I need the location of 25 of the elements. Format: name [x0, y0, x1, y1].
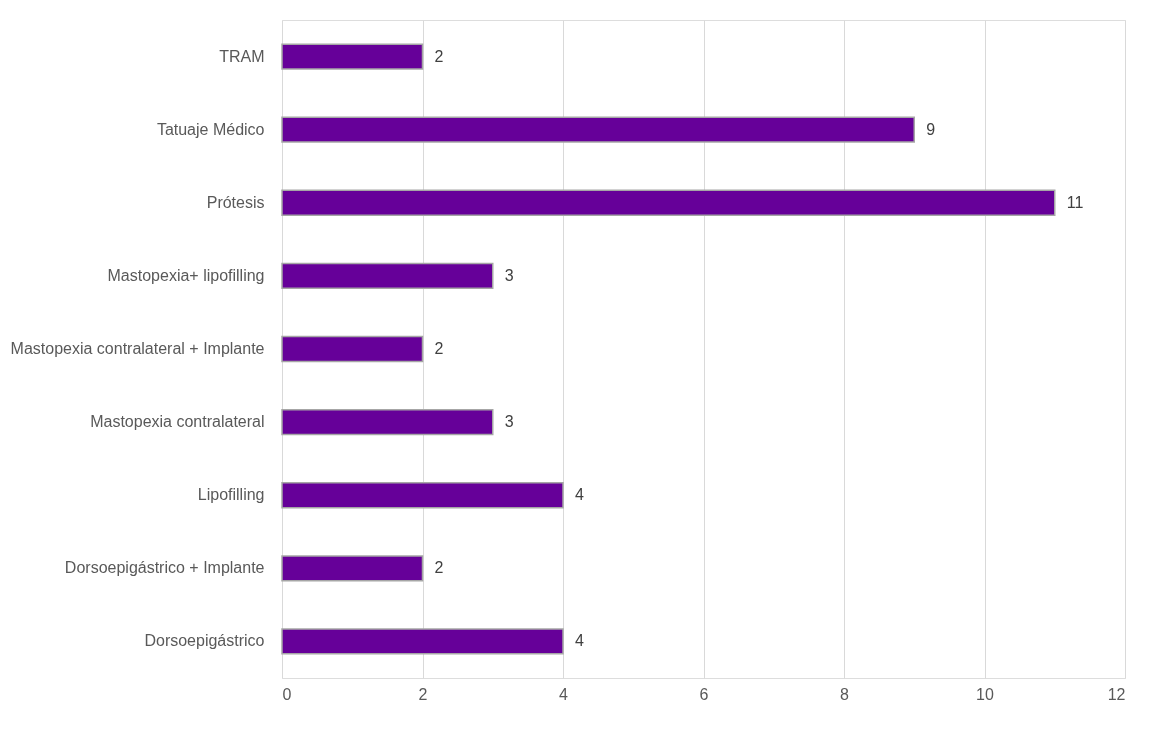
data-label: 2 — [434, 340, 444, 357]
data-label: 2 — [434, 559, 444, 577]
data-label: 3 — [504, 413, 514, 431]
x-tick-label: 10 — [976, 685, 994, 703]
x-tick-label: 8 — [840, 685, 850, 703]
x-tick-label: 6 — [699, 685, 709, 703]
y-tick-label: Dorsoepigástrico — [144, 632, 265, 650]
x-tick-label: 4 — [559, 685, 569, 703]
data-label: 3 — [504, 266, 514, 284]
y-tick-label: Mastopexia contralateral + Implante — [10, 340, 265, 357]
data-label: 4 — [575, 486, 584, 504]
y-tick-label: Prótesis — [206, 193, 265, 211]
y-tick-label: Tatuaje Médico — [156, 120, 265, 138]
y-tick-label: Mastopexia contralateral — [90, 413, 265, 431]
x-tick-label: 2 — [418, 685, 428, 703]
data-label: 9 — [926, 120, 936, 138]
y-tick-label: Lipofilling — [197, 486, 265, 504]
y-tick-label: Dorsoepigástrico + Implante — [64, 559, 265, 577]
y-tick-label: TRAM — [219, 47, 265, 65]
y-tick-label: Mastopexia+ lipofilling — [107, 266, 265, 284]
x-tick-label: 12 — [1107, 685, 1126, 703]
data-label: 2 — [434, 47, 444, 65]
x-tick-label: 0 — [282, 685, 292, 703]
data-label: 4 — [575, 632, 584, 650]
data-label: 11 — [1066, 193, 1084, 211]
